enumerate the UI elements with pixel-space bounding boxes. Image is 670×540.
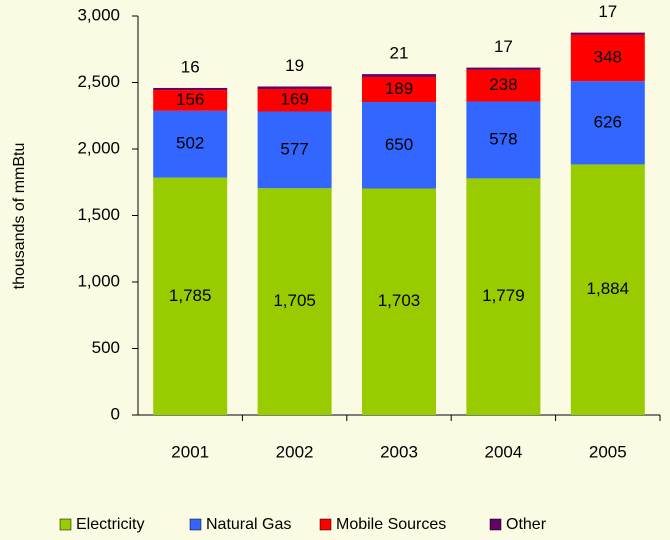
data-label: 19 <box>285 56 304 75</box>
data-label: 21 <box>390 44 409 63</box>
bar-segment <box>362 76 436 103</box>
data-label: 1,884 <box>587 279 630 298</box>
bar-segment <box>362 102 436 189</box>
x-tick-label: 2001 <box>171 442 209 461</box>
bar-segment <box>257 111 332 189</box>
bar-segment <box>153 87 228 91</box>
y-tick-label: 2,000 <box>77 138 120 157</box>
data-label: 502 <box>176 134 204 153</box>
data-label: 577 <box>280 139 308 158</box>
bar-segment <box>570 32 645 35</box>
data-label: 578 <box>489 129 517 148</box>
bar-segment <box>466 69 541 102</box>
bar-segment <box>153 110 228 178</box>
bar-segment <box>466 67 541 70</box>
bar-segment <box>362 74 436 77</box>
bar-segment <box>153 90 228 111</box>
x-tick-label: 2004 <box>484 442 522 461</box>
data-label: 1,785 <box>169 286 212 305</box>
legend-label: Natural Gas <box>206 516 291 533</box>
data-label: 238 <box>489 75 517 94</box>
data-label: 16 <box>181 57 200 76</box>
legend-swatch <box>319 518 332 531</box>
data-label: 169 <box>280 90 308 109</box>
bar-segment <box>257 89 332 112</box>
y-tick-label: 1,500 <box>77 205 120 224</box>
data-label: 17 <box>494 37 513 56</box>
data-label: 348 <box>594 48 622 67</box>
data-label: 1,703 <box>378 291 421 310</box>
bar-segment <box>153 177 228 415</box>
bar-segment <box>570 34 645 82</box>
data-label: 17 <box>598 2 617 21</box>
bar-segment <box>466 101 541 179</box>
legend-swatch <box>489 518 502 531</box>
data-label: 626 <box>594 112 622 131</box>
bar-segment <box>570 164 645 415</box>
data-label: 189 <box>385 79 413 98</box>
y-tick-label: 2,500 <box>77 72 120 91</box>
y-axis-label: thousands of mmBtu <box>11 143 28 290</box>
legend-label: Other <box>506 516 547 533</box>
legend-label: Mobile Sources <box>336 516 446 533</box>
x-tick-label: 2005 <box>589 442 627 461</box>
y-tick-label: 0 <box>111 404 120 423</box>
x-tick-label: 2002 <box>276 442 314 461</box>
data-label: 1,779 <box>482 286 525 305</box>
legend-label: Electricity <box>76 516 144 533</box>
bar-segment <box>570 81 645 165</box>
bar-segment <box>362 188 436 415</box>
data-label: 156 <box>176 90 204 109</box>
y-tick-label: 3,000 <box>77 5 120 24</box>
bar-segment <box>257 86 332 90</box>
data-label: 650 <box>385 135 413 154</box>
legend-swatch <box>189 518 202 531</box>
x-tick-label: 2003 <box>380 442 418 461</box>
y-tick-label: 500 <box>92 338 120 357</box>
legend-swatch <box>59 518 72 531</box>
bar-segment <box>257 188 332 415</box>
data-label: 1,705 <box>273 291 316 310</box>
bar-segment <box>466 178 541 415</box>
y-tick-label: 1,000 <box>77 271 120 290</box>
